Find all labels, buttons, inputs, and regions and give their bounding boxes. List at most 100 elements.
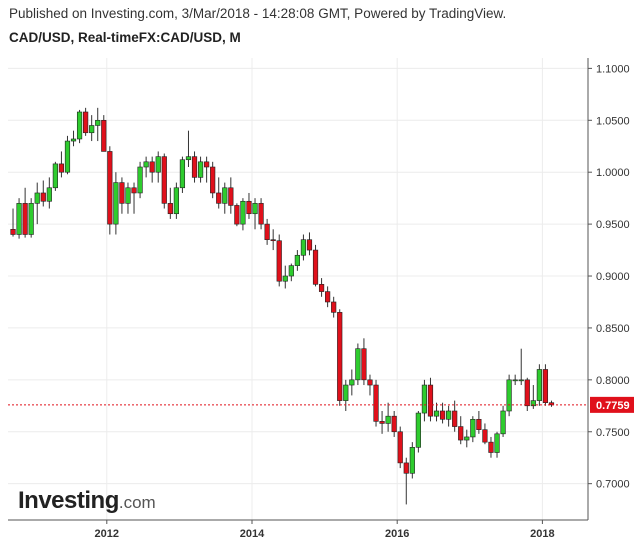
- candle-body: [294, 254, 300, 266]
- x-tick-label: 2012: [95, 528, 119, 540]
- investing-logo: Investing.com: [18, 487, 156, 514]
- candles: [10, 107, 555, 505]
- candle-body: [536, 369, 542, 401]
- candle-body: [10, 229, 16, 235]
- candle-body: [494, 433, 500, 453]
- candle-body: [446, 410, 452, 420]
- candle-body: [458, 426, 464, 441]
- candle-body: [246, 200, 252, 215]
- candle-body: [149, 161, 155, 173]
- x-tick-label: 2018: [530, 528, 554, 540]
- candle-body: [306, 239, 313, 251]
- candle-body: [64, 140, 71, 173]
- candle-body: [343, 384, 349, 401]
- candle-body: [252, 203, 258, 215]
- candle-body: [16, 203, 22, 235]
- candle-body: [409, 447, 415, 474]
- candle-body: [439, 410, 446, 420]
- candle-body: [397, 431, 403, 464]
- candle-body: [101, 119, 107, 152]
- candle-body: [137, 166, 143, 194]
- candle-body: [530, 400, 536, 407]
- axes: 1.1000 1.0500 1.0000 0.9500 0.9000 0.8500 0.80…: [8, 58, 634, 540]
- chart-title: CAD/USD, Real-timeFX:CAD/USD, M: [9, 30, 241, 45]
- candle-body: [518, 379, 524, 382]
- candle-body: [318, 284, 325, 292]
- candle-body: [512, 379, 518, 382]
- y-tick-label: 0.9500: [596, 219, 630, 231]
- y-tick-label: 0.9000: [596, 271, 630, 283]
- candle-body: [197, 161, 204, 178]
- candle-body: [95, 119, 101, 126]
- candle-body: [276, 240, 282, 282]
- candle-body: [373, 384, 379, 422]
- candle-body: [52, 163, 58, 189]
- y-tick-label: 0.8500: [596, 323, 630, 335]
- candle-body: [379, 421, 385, 424]
- candle-body: [337, 312, 343, 401]
- candle-body: [216, 192, 222, 204]
- candle-body: [312, 249, 319, 285]
- y-tick-label: 1.1000: [596, 63, 630, 75]
- candle-body: [325, 291, 331, 303]
- candle-body: [464, 436, 470, 441]
- candle-body: [524, 379, 530, 407]
- candle-body: [482, 429, 488, 443]
- candle-body: [204, 161, 210, 168]
- candle-body: [234, 205, 240, 225]
- candle-body: [210, 166, 216, 194]
- candle-body: [415, 412, 421, 448]
- candle-body: [264, 223, 270, 240]
- candle-body: [34, 192, 40, 204]
- candle-body: [143, 161, 149, 168]
- candle-body: [506, 379, 512, 412]
- candle-body: [548, 402, 555, 406]
- candle-body: [476, 418, 482, 430]
- candle-body: [470, 418, 476, 438]
- candle-body: [421, 384, 428, 414]
- candle-body: [349, 379, 355, 386]
- candle-body: [161, 156, 167, 204]
- candle-body: [222, 187, 228, 204]
- candle-body: [427, 384, 434, 417]
- candle-body: [500, 410, 506, 435]
- y-tick-label: 0.7500: [596, 427, 630, 439]
- candle-body: [155, 156, 161, 173]
- grid: [8, 58, 588, 520]
- candle-body: [331, 301, 337, 313]
- candle-body: [367, 379, 373, 386]
- candle-body: [355, 348, 361, 381]
- candle-body: [70, 138, 77, 142]
- candle-body: [542, 369, 549, 403]
- published-line: Published on Investing.com, 3/Mar/2018 -…: [9, 6, 507, 21]
- candle-body: [300, 239, 307, 256]
- candle-body: [125, 187, 131, 204]
- candle-body: [58, 163, 65, 173]
- y-tick-label: 1.0000: [596, 167, 630, 179]
- candle-body: [452, 410, 458, 427]
- candle-body: [403, 462, 409, 474]
- candle-body: [113, 182, 119, 225]
- candle-body: [240, 200, 246, 225]
- candle-body: [228, 187, 234, 206]
- candle-body: [167, 203, 173, 215]
- y-tick-label: 1.0500: [596, 115, 630, 127]
- candle-body: [179, 159, 186, 189]
- candle-body: [488, 441, 494, 453]
- current-price-badge: [590, 396, 634, 413]
- current-price-label: 0.7759: [596, 400, 630, 412]
- candle-body: [270, 239, 276, 242]
- candle-body: [288, 265, 294, 277]
- candle-body: [40, 192, 46, 202]
- x-tick-label: 2016: [385, 528, 409, 540]
- candle-body: [385, 415, 391, 424]
- candle-body: [28, 203, 34, 235]
- candle-body: [391, 415, 397, 433]
- y-tick-label: 0.8000: [596, 375, 630, 387]
- candle-body: [282, 275, 288, 282]
- candle-body: [76, 111, 83, 140]
- candle-body: [107, 151, 113, 225]
- candle-body: [191, 156, 198, 178]
- candle-body: [258, 203, 264, 225]
